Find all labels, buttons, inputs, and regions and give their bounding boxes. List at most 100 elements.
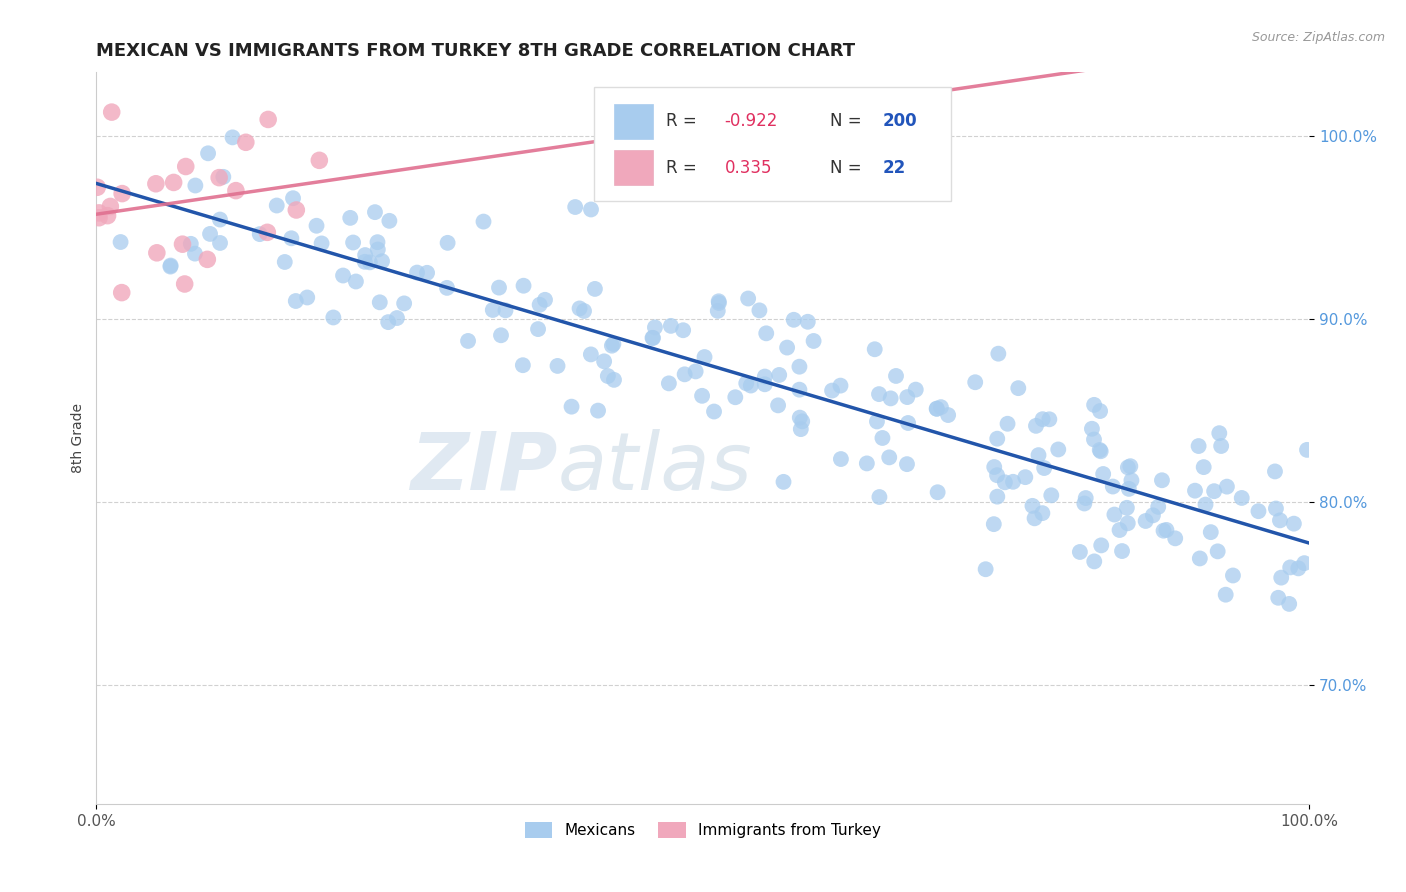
- Text: 200: 200: [883, 112, 917, 130]
- Point: [527, 322, 550, 336]
- Point: [644, 320, 666, 334]
- Point: [100, 105, 122, 120]
- Point: [534, 293, 557, 307]
- Point: [703, 404, 725, 418]
- Point: [1270, 571, 1292, 585]
- Point: [1206, 544, 1229, 558]
- Text: -0.922: -0.922: [724, 112, 778, 130]
- Point: [986, 490, 1008, 504]
- Point: [879, 392, 901, 406]
- Point: [789, 359, 811, 374]
- Point: [868, 387, 890, 401]
- Point: [266, 198, 288, 212]
- Point: [1267, 591, 1289, 605]
- Point: [280, 231, 302, 245]
- Point: [481, 303, 503, 318]
- Point: [1188, 551, 1211, 566]
- Point: [225, 184, 247, 198]
- Point: [754, 369, 776, 384]
- Point: [572, 304, 595, 318]
- Point: [87, 206, 110, 220]
- Point: [1047, 442, 1070, 457]
- Point: [322, 310, 344, 325]
- Point: [1184, 483, 1206, 498]
- Point: [184, 178, 207, 193]
- Point: [174, 160, 197, 174]
- Point: [986, 468, 1008, 483]
- Point: [1153, 524, 1175, 538]
- Point: [332, 268, 354, 283]
- Point: [768, 368, 790, 382]
- Point: [772, 475, 794, 489]
- Point: [641, 331, 664, 345]
- Point: [1222, 568, 1244, 582]
- Point: [929, 400, 952, 414]
- Point: [249, 227, 271, 241]
- Point: [1118, 482, 1140, 496]
- Point: [983, 460, 1005, 475]
- Point: [344, 275, 367, 289]
- Point: [1278, 597, 1301, 611]
- Point: [1031, 506, 1053, 520]
- Text: Source: ZipAtlas.com: Source: ZipAtlas.com: [1251, 31, 1385, 45]
- Point: [983, 517, 1005, 532]
- Point: [1135, 514, 1157, 528]
- Point: [1090, 538, 1112, 552]
- Point: [673, 368, 696, 382]
- Point: [602, 337, 624, 351]
- Point: [1024, 511, 1046, 525]
- Point: [1088, 442, 1111, 457]
- Point: [208, 235, 231, 250]
- Point: [986, 432, 1008, 446]
- Point: [1040, 488, 1063, 502]
- Point: [1264, 465, 1286, 479]
- Point: [754, 377, 776, 392]
- Point: [1007, 381, 1029, 395]
- Point: [755, 326, 778, 341]
- Point: [371, 254, 394, 268]
- Point: [783, 313, 806, 327]
- Point: [659, 318, 682, 333]
- Point: [1282, 516, 1305, 531]
- Point: [872, 431, 894, 445]
- Point: [1025, 418, 1047, 433]
- Point: [1116, 460, 1139, 475]
- Point: [1069, 545, 1091, 559]
- Point: [339, 211, 361, 225]
- Point: [925, 401, 948, 416]
- Point: [547, 359, 569, 373]
- Point: [172, 237, 194, 252]
- Point: [693, 350, 716, 364]
- Point: [98, 199, 121, 213]
- Point: [1147, 500, 1170, 514]
- Point: [1199, 525, 1222, 540]
- Point: [863, 343, 886, 357]
- Point: [436, 235, 458, 250]
- Point: [311, 236, 333, 251]
- Point: [1286, 561, 1309, 575]
- Point: [896, 457, 918, 471]
- Point: [1028, 448, 1050, 462]
- Legend: Mexicans, Immigrants from Turkey: Mexicans, Immigrants from Turkey: [519, 816, 887, 844]
- Point: [583, 282, 606, 296]
- Point: [884, 368, 907, 383]
- Point: [1150, 473, 1173, 487]
- Point: [593, 354, 616, 368]
- Point: [1092, 467, 1115, 481]
- Point: [198, 227, 221, 241]
- Point: [830, 452, 852, 467]
- Point: [145, 177, 167, 191]
- Point: [797, 315, 820, 329]
- Point: [965, 376, 987, 390]
- Point: [1104, 508, 1126, 522]
- Point: [86, 180, 108, 194]
- Point: [416, 266, 439, 280]
- Point: [568, 301, 591, 316]
- Point: [488, 280, 510, 294]
- Point: [159, 259, 181, 273]
- Point: [1192, 460, 1215, 475]
- FancyBboxPatch shape: [614, 103, 652, 139]
- Point: [472, 214, 495, 228]
- Point: [866, 414, 889, 428]
- Point: [305, 219, 328, 233]
